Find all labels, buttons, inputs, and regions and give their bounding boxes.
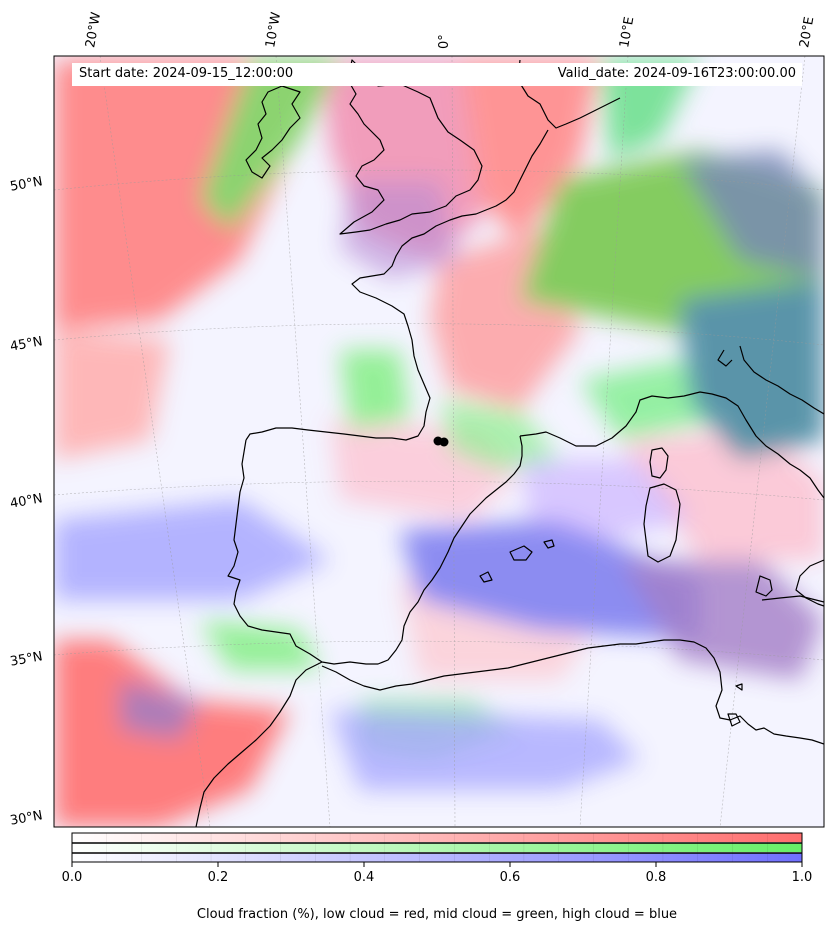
- map-frame: [53, 55, 825, 828]
- colorbar-tick-1: 0.2: [207, 870, 229, 885]
- colorbar-caption: Cloud fraction (%), low cloud = red, mid…: [196, 907, 678, 922]
- colorbar-blue-band: [72, 853, 802, 862]
- valid-date-label: Valid_date: 2024-09-16T23:00:00.00: [557, 66, 796, 81]
- colorbar-tick-3: 0.6: [499, 870, 521, 885]
- start-date-label: Start date: 2024-09-15_12:00:00: [79, 66, 294, 81]
- date-info-bar: Start date: 2024-09-15_12:00:00 Valid_da…: [72, 63, 802, 86]
- colorbar-tick-0: 0.0: [61, 870, 83, 885]
- colorbar-tick-5: 1.0: [791, 870, 813, 885]
- location-marker: [433, 436, 449, 447]
- colorbar-red-band: [72, 833, 802, 842]
- colorbar-green-band: [72, 843, 802, 852]
- lon-label-0: 0°: [437, 34, 452, 49]
- colorbar: [71, 832, 803, 867]
- cloud-fields: [54, 56, 824, 827]
- coastlines: [195, 59, 824, 827]
- graticule: [54, 56, 824, 827]
- colorbar-tick-2: 0.4: [353, 870, 375, 885]
- colorbar-tick-4: 0.8: [645, 870, 667, 885]
